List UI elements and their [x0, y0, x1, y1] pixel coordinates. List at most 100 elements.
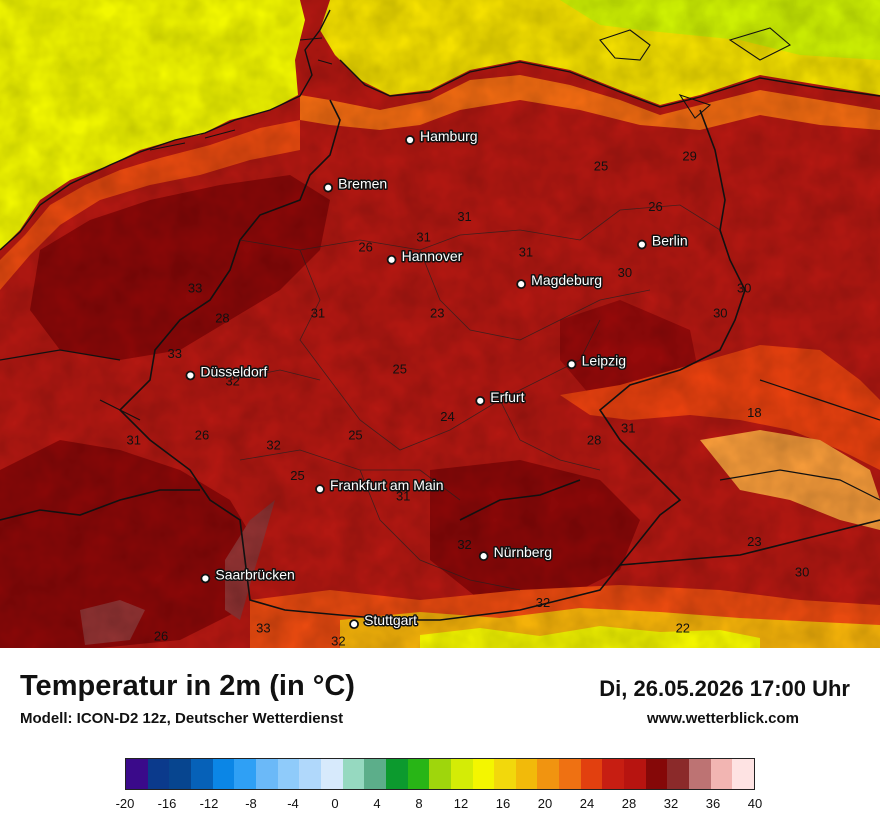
temperature-labels: 1420252926313126313033303031282333322524…: [127, 148, 810, 648]
state-borders: [229, 204, 721, 591]
legend-color-cell: [190, 759, 213, 789]
temperature-label: 26: [358, 240, 372, 255]
temperature-label: 32: [225, 374, 239, 389]
city-dot: [516, 279, 527, 290]
color-legend-ticks: -20 -16 -12 -8 -4 0 4 8 12 16 20 24 28 32 36 40: [116, 796, 763, 812]
temperature-label: 31: [396, 488, 410, 503]
city-marker: Erfurt: [475, 387, 526, 406]
legend-color-cell: [732, 759, 755, 789]
legend-color-cell: [126, 759, 148, 789]
temperature-label: 31: [311, 306, 325, 321]
legend-color-cell: [450, 759, 473, 789]
legend-tick-label: 0: [331, 796, 339, 811]
city-marker: Leipzig: [566, 351, 628, 370]
legend-color-cell: [320, 759, 343, 789]
temperature-label: 26: [195, 427, 209, 442]
temperature-label: 26: [154, 628, 168, 643]
city-label: Hamburg: [420, 128, 478, 144]
temperature-label: 31: [621, 420, 635, 435]
city-marker: Stuttgart: [349, 611, 419, 630]
legend-color-cell: [667, 759, 690, 789]
temperature-label: 31: [519, 245, 533, 260]
legend-color-cell: [342, 759, 365, 789]
city-dot: [386, 254, 397, 265]
temperature-label: 32: [536, 595, 550, 610]
city-marker: Düsseldorf: [185, 362, 269, 381]
city-label: Nürnberg: [494, 544, 552, 560]
city-label: Hannover: [402, 248, 463, 264]
temperature-label: 23: [430, 306, 444, 321]
coastline-islands: [149, 27, 791, 151]
legend-color-cell: [602, 759, 625, 789]
city-marker: Saarbrücken: [200, 565, 296, 584]
city-marker: Hamburg: [405, 127, 479, 146]
legend-tick-label: 12: [453, 796, 469, 811]
legend-color-cell: [147, 759, 170, 789]
city-marker: Frankfurt am Main: [315, 476, 445, 495]
city-label: Erfurt: [490, 389, 524, 405]
temperature-label: 25: [348, 427, 362, 442]
texture-overlay: [0, 0, 880, 648]
legend-color-cell: [580, 759, 603, 789]
temperature-label: 33: [167, 346, 181, 361]
legend-color-cell: [234, 759, 256, 789]
legend-tick-label: 28: [621, 796, 637, 811]
website-link[interactable]: www.wetterblick.com: [647, 710, 799, 727]
city-dot: [185, 370, 196, 381]
temperature-label: 33: [256, 620, 270, 635]
temperature-label: 25: [594, 158, 608, 173]
legend-color-cell: [407, 759, 430, 789]
temperature-label: 32: [331, 633, 345, 648]
legend-color-cell: [537, 759, 560, 789]
city-dot: [478, 551, 489, 562]
color-legend: [125, 758, 755, 790]
temperature-label: 29: [682, 148, 696, 163]
legend-color-cell: [515, 759, 538, 789]
city-label: Bremen: [338, 176, 387, 192]
temperature-label: 25: [393, 361, 407, 376]
temperature-label: 32: [457, 537, 471, 552]
city-label: Frankfurt am Main: [330, 477, 444, 493]
city-dot: [323, 182, 334, 193]
model-source: Modell: ICON-D2 12z, Deutscher Wetterdie…: [20, 710, 344, 727]
temperature-label: 30: [795, 564, 809, 579]
temperature-label: 28: [215, 311, 229, 326]
legend-color-cell: [364, 759, 386, 789]
city-marker: Bremen: [323, 174, 389, 193]
city-dot: [475, 395, 486, 406]
legend-color-cell: [689, 759, 711, 789]
temperature-map: 1420252926313126313033303031282333322524…: [0, 0, 880, 648]
city-markers: Hamburg Bremen Hannover Berlin Magdeburg Düss…: [185, 127, 689, 630]
legend-tick-label: 24: [579, 796, 595, 811]
legend-tick-label: 8: [415, 796, 423, 811]
city-label: Saarbrücken: [215, 566, 294, 582]
temperature-label: 18: [747, 405, 761, 420]
footer: Temperatur in 2m (in °C) Modell: ICON-D2…: [0, 648, 880, 830]
temperature-label: 30: [618, 265, 632, 280]
legend-color-cell: [255, 759, 278, 789]
city-dot: [315, 484, 325, 495]
coastline-north: [0, 9, 880, 251]
legend-tick-label: 40: [747, 796, 763, 811]
legend-color-cell: [299, 759, 321, 789]
temperature-label: 24: [440, 409, 454, 424]
temperature-label: 30: [713, 306, 727, 321]
legend-tick-label: 16: [495, 796, 511, 811]
city-marker: Hannover: [386, 246, 464, 265]
temperature-label: 22: [676, 620, 690, 635]
city-label: Magdeburg: [531, 272, 602, 288]
legend-tick-label: 20: [537, 796, 553, 811]
temperature-label: 31: [730, 646, 744, 648]
legend-tick-label: -16: [157, 796, 177, 811]
legend-color-cell: [710, 759, 733, 789]
legend-color-cell: [277, 759, 300, 789]
temperature-label: 26: [648, 199, 662, 214]
temperature-label: 33: [188, 280, 202, 295]
city-dot: [405, 135, 415, 145]
temperature-label: 31: [457, 209, 471, 224]
legend-color-cell: [645, 759, 668, 789]
legend-tick-label: -4: [287, 796, 299, 811]
temperature-label: 28: [587, 433, 601, 448]
national-border: [0, 99, 880, 621]
temperature-label: 23: [747, 534, 761, 549]
